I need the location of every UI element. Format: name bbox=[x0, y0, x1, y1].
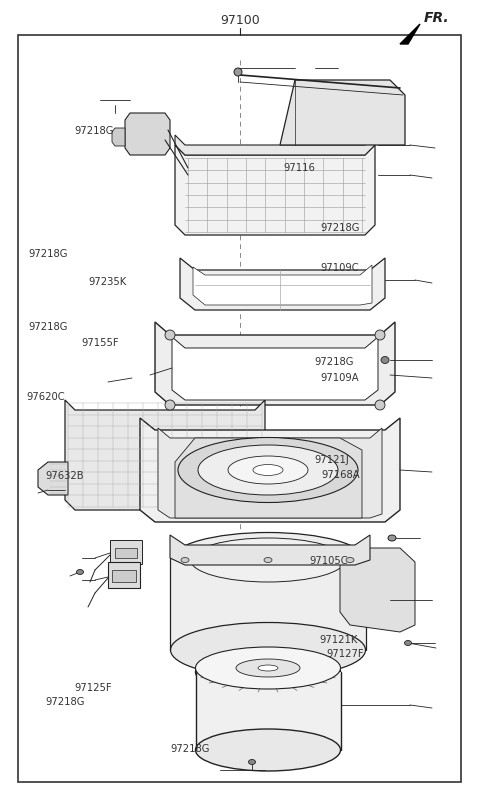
Ellipse shape bbox=[165, 330, 175, 340]
Bar bbox=[110, 540, 142, 564]
Text: 97632B: 97632B bbox=[46, 471, 84, 481]
Bar bbox=[115, 548, 137, 558]
Ellipse shape bbox=[258, 669, 278, 675]
Ellipse shape bbox=[236, 659, 300, 677]
Polygon shape bbox=[170, 560, 366, 650]
Text: 97100: 97100 bbox=[220, 14, 260, 27]
Ellipse shape bbox=[388, 535, 396, 541]
Bar bbox=[112, 570, 136, 582]
Ellipse shape bbox=[165, 400, 175, 410]
Ellipse shape bbox=[195, 647, 340, 689]
Ellipse shape bbox=[178, 437, 358, 503]
Polygon shape bbox=[158, 428, 382, 518]
Text: 97116: 97116 bbox=[283, 163, 315, 173]
Polygon shape bbox=[170, 535, 370, 565]
Polygon shape bbox=[65, 400, 265, 510]
Polygon shape bbox=[112, 128, 125, 146]
Ellipse shape bbox=[381, 357, 389, 363]
Text: 97620C: 97620C bbox=[26, 392, 65, 402]
Text: 97109C: 97109C bbox=[321, 263, 359, 273]
Text: 97218G: 97218G bbox=[314, 357, 354, 366]
Ellipse shape bbox=[181, 558, 189, 562]
Text: 97218G: 97218G bbox=[170, 744, 210, 754]
Ellipse shape bbox=[228, 456, 308, 484]
Text: 97127F: 97127F bbox=[326, 649, 364, 659]
Text: 97218G: 97218G bbox=[46, 697, 85, 707]
Text: 97155F: 97155F bbox=[82, 338, 119, 348]
Polygon shape bbox=[340, 548, 415, 632]
Text: 97168A: 97168A bbox=[322, 470, 360, 479]
Text: 97125F: 97125F bbox=[74, 683, 112, 692]
Text: 97235K: 97235K bbox=[89, 278, 127, 287]
Ellipse shape bbox=[249, 759, 255, 764]
Ellipse shape bbox=[253, 465, 283, 475]
Ellipse shape bbox=[236, 663, 300, 681]
Polygon shape bbox=[155, 322, 395, 405]
Ellipse shape bbox=[375, 330, 385, 340]
Text: 97218G: 97218G bbox=[29, 249, 68, 259]
Polygon shape bbox=[175, 438, 362, 518]
Text: FR.: FR. bbox=[424, 11, 450, 25]
Polygon shape bbox=[140, 418, 400, 522]
Text: 97218G: 97218G bbox=[29, 322, 68, 332]
Ellipse shape bbox=[234, 68, 242, 76]
Ellipse shape bbox=[76, 570, 84, 575]
Text: 97218G: 97218G bbox=[74, 126, 114, 136]
Ellipse shape bbox=[405, 641, 411, 646]
Ellipse shape bbox=[264, 558, 272, 562]
Polygon shape bbox=[193, 265, 372, 305]
Polygon shape bbox=[175, 145, 375, 235]
Polygon shape bbox=[400, 24, 420, 44]
Ellipse shape bbox=[198, 445, 338, 495]
Text: 97121K: 97121K bbox=[319, 635, 358, 645]
Ellipse shape bbox=[346, 558, 354, 562]
Polygon shape bbox=[180, 258, 385, 310]
Polygon shape bbox=[125, 113, 170, 155]
Ellipse shape bbox=[170, 533, 365, 587]
Bar bbox=[108, 562, 140, 588]
Text: 97109A: 97109A bbox=[321, 373, 359, 383]
Ellipse shape bbox=[195, 729, 340, 771]
Ellipse shape bbox=[258, 665, 278, 671]
Polygon shape bbox=[172, 337, 378, 400]
Polygon shape bbox=[175, 135, 375, 155]
Polygon shape bbox=[280, 80, 405, 145]
Text: 97121J: 97121J bbox=[314, 455, 349, 465]
Polygon shape bbox=[196, 672, 341, 750]
Ellipse shape bbox=[170, 622, 365, 678]
Polygon shape bbox=[38, 462, 68, 495]
Ellipse shape bbox=[191, 538, 346, 582]
Text: 97218G: 97218G bbox=[321, 223, 360, 232]
Ellipse shape bbox=[195, 651, 340, 693]
Ellipse shape bbox=[375, 400, 385, 410]
Text: 97105C: 97105C bbox=[310, 556, 348, 566]
